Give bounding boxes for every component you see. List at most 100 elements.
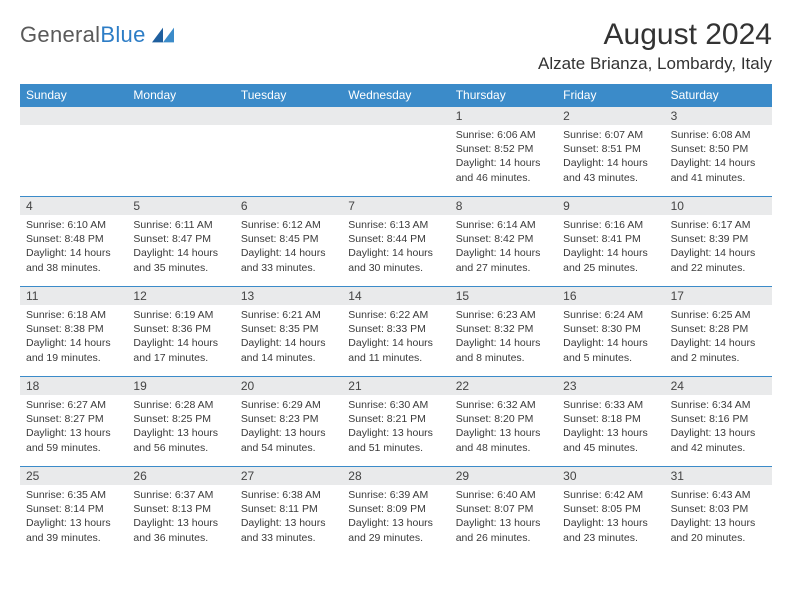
- sunset-text: Sunset: 8:32 PM: [456, 322, 551, 336]
- sunrise-text: Sunrise: 6:11 AM: [133, 218, 228, 232]
- day-number: [342, 107, 449, 125]
- day-cell: 6Sunrise: 6:12 AMSunset: 8:45 PMDaylight…: [235, 196, 342, 286]
- daylight-text: Daylight: 14 hours and 33 minutes.: [241, 246, 336, 274]
- day-number: 19: [127, 377, 234, 395]
- day-cell: 10Sunrise: 6:17 AMSunset: 8:39 PMDayligh…: [665, 196, 772, 286]
- sunset-text: Sunset: 8:52 PM: [456, 142, 551, 156]
- sunrise-text: Sunrise: 6:13 AM: [348, 218, 443, 232]
- day-number: 26: [127, 467, 234, 485]
- sunset-text: Sunset: 8:38 PM: [26, 322, 121, 336]
- day-cell: 7 Sunrise: 6:13 AMSunset: 8:44 PMDaylight…: [342, 196, 449, 286]
- day-cell: 26Sunrise: 6:37 AMSunset: 8:13 PMDayligh…: [127, 466, 234, 556]
- daylight-text: Daylight: 13 hours and 29 minutes.: [348, 516, 443, 544]
- sunset-text: Sunset: 8:05 PM: [563, 502, 658, 516]
- sunset-text: Sunset: 8:44 PM: [348, 232, 443, 246]
- weekday-header: Thursday: [450, 84, 557, 106]
- day-details: Sunrise: 6:19 AMSunset: 8:36 PMDaylight:…: [127, 305, 234, 371]
- sunset-text: Sunset: 8:51 PM: [563, 142, 658, 156]
- week-row: 1Sunrise: 6:06 AMSunset: 8:52 PMDaylight…: [20, 106, 772, 196]
- day-cell: 25Sunrise: 6:35 AMSunset: 8:14 PMDayligh…: [20, 466, 127, 556]
- daylight-text: Daylight: 14 hours and 30 minutes.: [348, 246, 443, 274]
- sunset-text: Sunset: 8:23 PM: [241, 412, 336, 426]
- day-number: 29: [450, 467, 557, 485]
- day-number: 24: [665, 377, 772, 395]
- day-cell: 14Sunrise: 6:22 AMSunset: 8:33 PMDayligh…: [342, 286, 449, 376]
- sunrise-text: Sunrise: 6:35 AM: [26, 488, 121, 502]
- daylight-text: Daylight: 14 hours and 5 minutes.: [563, 336, 658, 364]
- day-number: 31: [665, 467, 772, 485]
- sunset-text: Sunset: 8:25 PM: [133, 412, 228, 426]
- day-cell: 2Sunrise: 6:07 AMSunset: 8:51 PMDaylight…: [557, 106, 664, 196]
- daylight-text: Daylight: 14 hours and 22 minutes.: [671, 246, 766, 274]
- day-cell: 18Sunrise: 6:27 AMSunset: 8:27 PMDayligh…: [20, 376, 127, 466]
- day-number: 9: [557, 197, 664, 215]
- day-cell: 3Sunrise: 6:08 AMSunset: 8:50 PMDaylight…: [665, 106, 772, 196]
- daylight-text: Daylight: 14 hours and 38 minutes.: [26, 246, 121, 274]
- day-cell: 15Sunrise: 6:23 AMSunset: 8:32 PMDayligh…: [450, 286, 557, 376]
- daylight-text: Daylight: 13 hours and 20 minutes.: [671, 516, 766, 544]
- sunrise-text: Sunrise: 6:43 AM: [671, 488, 766, 502]
- daylight-text: Daylight: 13 hours and 33 minutes.: [241, 516, 336, 544]
- day-cell: 12Sunrise: 6:19 AMSunset: 8:36 PMDayligh…: [127, 286, 234, 376]
- daylight-text: Daylight: 14 hours and 17 minutes.: [133, 336, 228, 364]
- day-details: Sunrise: 6:34 AMSunset: 8:16 PMDaylight:…: [665, 395, 772, 461]
- day-details: Sunrise: 6:11 AMSunset: 8:47 PMDaylight:…: [127, 215, 234, 281]
- day-cell: 19Sunrise: 6:28 AMSunset: 8:25 PMDayligh…: [127, 376, 234, 466]
- sunrise-text: Sunrise: 6:40 AM: [456, 488, 551, 502]
- day-cell: [235, 106, 342, 196]
- day-details: Sunrise: 6:23 AMSunset: 8:32 PMDaylight:…: [450, 305, 557, 371]
- day-details: Sunrise: 6:18 AMSunset: 8:38 PMDaylight:…: [20, 305, 127, 371]
- weekday-header: Tuesday: [235, 84, 342, 106]
- daylight-text: Daylight: 14 hours and 14 minutes.: [241, 336, 336, 364]
- sunset-text: Sunset: 8:11 PM: [241, 502, 336, 516]
- sunrise-text: Sunrise: 6:42 AM: [563, 488, 658, 502]
- sunset-text: Sunset: 8:39 PM: [671, 232, 766, 246]
- sunrise-text: Sunrise: 6:34 AM: [671, 398, 766, 412]
- daylight-text: Daylight: 13 hours and 48 minutes.: [456, 426, 551, 454]
- day-number: [235, 107, 342, 125]
- day-number: 7: [342, 197, 449, 215]
- weekday-header: Friday: [557, 84, 664, 106]
- day-details: Sunrise: 6:12 AMSunset: 8:45 PMDaylight:…: [235, 215, 342, 281]
- day-number: 4: [20, 197, 127, 215]
- day-details: Sunrise: 6:28 AMSunset: 8:25 PMDaylight:…: [127, 395, 234, 461]
- sunrise-text: Sunrise: 6:38 AM: [241, 488, 336, 502]
- sunrise-text: Sunrise: 6:17 AM: [671, 218, 766, 232]
- daylight-text: Daylight: 14 hours and 25 minutes.: [563, 246, 658, 274]
- day-number: 30: [557, 467, 664, 485]
- sunrise-text: Sunrise: 6:32 AM: [456, 398, 551, 412]
- daylight-text: Daylight: 14 hours and 11 minutes.: [348, 336, 443, 364]
- day-cell: 29Sunrise: 6:40 AMSunset: 8:07 PMDayligh…: [450, 466, 557, 556]
- calendar: Sunday Monday Tuesday Wednesday Thursday…: [20, 84, 772, 556]
- day-details: Sunrise: 6:24 AMSunset: 8:30 PMDaylight:…: [557, 305, 664, 371]
- daylight-text: Daylight: 14 hours and 2 minutes.: [671, 336, 766, 364]
- day-cell: 28Sunrise: 6:39 AMSunset: 8:09 PMDayligh…: [342, 466, 449, 556]
- day-number: 5: [127, 197, 234, 215]
- sunrise-text: Sunrise: 6:12 AM: [241, 218, 336, 232]
- sunset-text: Sunset: 8:30 PM: [563, 322, 658, 336]
- location-subtitle: Alzate Brianza, Lombardy, Italy: [538, 54, 772, 74]
- sunrise-text: Sunrise: 6:39 AM: [348, 488, 443, 502]
- sunrise-text: Sunrise: 6:22 AM: [348, 308, 443, 322]
- day-number: 1: [450, 107, 557, 125]
- weeks-container: 1Sunrise: 6:06 AMSunset: 8:52 PMDaylight…: [20, 106, 772, 556]
- title-block: August 2024 Alzate Brianza, Lombardy, It…: [538, 18, 772, 74]
- day-number: [20, 107, 127, 125]
- day-cell: [20, 106, 127, 196]
- weekday-header: Wednesday: [342, 84, 449, 106]
- day-details: Sunrise: 6:17 AMSunset: 8:39 PMDaylight:…: [665, 215, 772, 281]
- day-details: Sunrise: 6:32 AMSunset: 8:20 PMDaylight:…: [450, 395, 557, 461]
- daylight-text: Daylight: 13 hours and 42 minutes.: [671, 426, 766, 454]
- sunrise-text: Sunrise: 6:30 AM: [348, 398, 443, 412]
- header: GeneralBlue August 2024 Alzate Brianza, …: [20, 18, 772, 74]
- day-details: Sunrise: 6:42 AMSunset: 8:05 PMDaylight:…: [557, 485, 664, 551]
- day-number: 21: [342, 377, 449, 395]
- day-number: 3: [665, 107, 772, 125]
- sunset-text: Sunset: 8:14 PM: [26, 502, 121, 516]
- daylight-text: Daylight: 14 hours and 35 minutes.: [133, 246, 228, 274]
- day-number: 23: [557, 377, 664, 395]
- sunset-text: Sunset: 8:03 PM: [671, 502, 766, 516]
- sunset-text: Sunset: 8:13 PM: [133, 502, 228, 516]
- day-number: 16: [557, 287, 664, 305]
- day-number: [127, 107, 234, 125]
